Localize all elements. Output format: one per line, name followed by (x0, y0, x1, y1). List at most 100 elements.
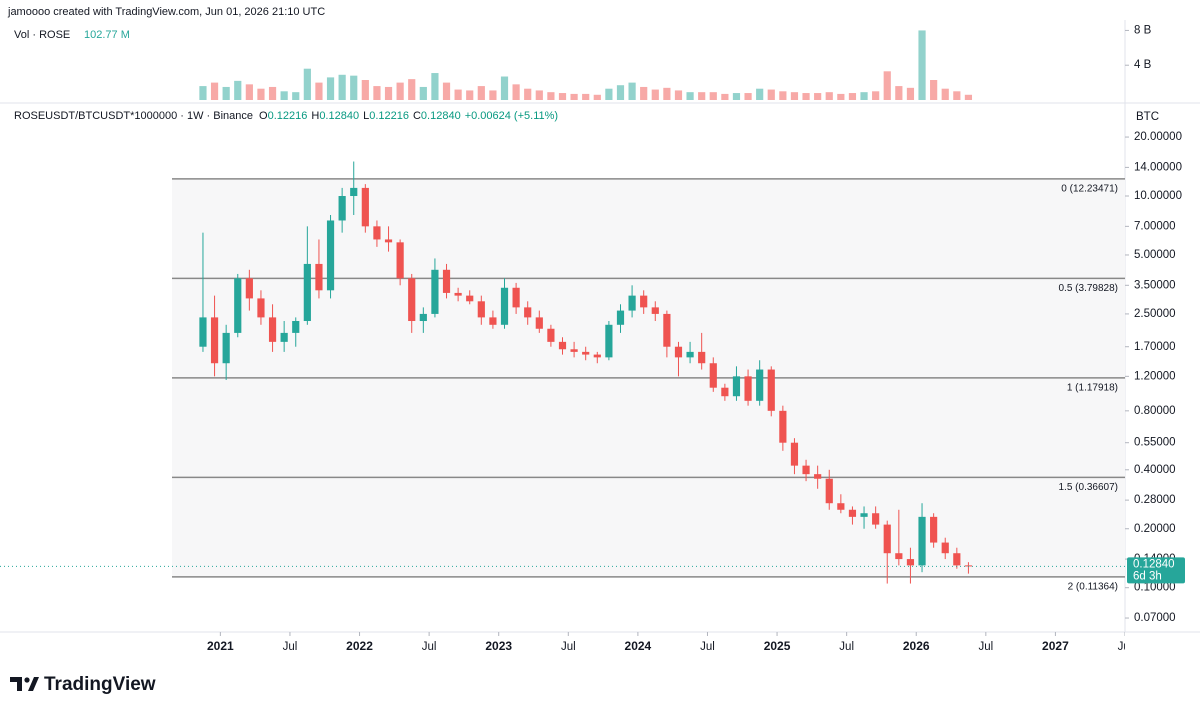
volume-bar (431, 73, 439, 100)
candle-body (872, 513, 880, 525)
fib-band (172, 178, 1125, 279)
y-tick-label: 0.20000 (1134, 523, 1176, 535)
volume-bar (709, 92, 717, 100)
candle-body (895, 553, 903, 560)
fib-label: 1 (1.17918) (1067, 382, 1118, 393)
y-tick-label: 0.40000 (1134, 464, 1176, 476)
candle-body (268, 317, 277, 342)
candle-body (558, 341, 567, 350)
candle-body (814, 474, 822, 479)
candle-body (779, 410, 787, 443)
volume-bar (883, 71, 891, 100)
x-tick-label: 2025 (764, 639, 791, 653)
fib-label: 0.5 (3.79828) (1059, 283, 1119, 294)
candle-body (605, 324, 613, 358)
volume-bar (790, 92, 799, 100)
volume-bar (512, 84, 520, 100)
candle-body (616, 310, 625, 325)
candle-body (686, 351, 694, 358)
candle-body (732, 376, 741, 397)
countdown: 6d 3h (1133, 570, 1162, 582)
volume-bar (384, 86, 393, 100)
volume-tick-label: 8 B (1134, 24, 1152, 36)
volume-bar (941, 88, 949, 100)
y-tick-label: 0.10000 (1134, 582, 1176, 594)
candle-body (512, 287, 520, 308)
volume-bar (558, 93, 567, 100)
volume-bar (547, 92, 555, 100)
y-tick-label: 20.00000 (1134, 131, 1182, 143)
volume-bar (848, 93, 857, 100)
fib-band (172, 278, 1125, 378)
volume-bar (814, 93, 822, 100)
volume-bar (605, 88, 613, 100)
legend-value: 0.12216 (268, 110, 308, 122)
x-tick-label: Jul (700, 641, 715, 653)
y-unit: BTC (1136, 111, 1159, 123)
candle-body (883, 524, 891, 554)
candle-body (257, 298, 265, 318)
candle-body (930, 516, 938, 543)
volume-bar (616, 85, 625, 100)
candle-body (292, 321, 300, 333)
legend-key: C (413, 110, 421, 122)
y-tick-label: 0.28000 (1134, 494, 1176, 506)
candle-body (570, 349, 578, 352)
volume-bar (779, 91, 787, 100)
candle-body (663, 313, 671, 347)
volume-bar (906, 87, 915, 100)
volume-last: 102.77 M (84, 29, 130, 41)
candle-body (906, 559, 915, 566)
volume-bar (628, 82, 636, 100)
volume-bar (651, 89, 659, 100)
candle-body (350, 187, 358, 197)
candle-body (848, 509, 857, 517)
volume-bar (408, 79, 416, 100)
fib-label: 0 (12.23471) (1061, 183, 1118, 194)
volume-bar (918, 30, 926, 100)
volume-bar (593, 94, 601, 100)
volume-bar (686, 92, 694, 100)
volume-bar (895, 86, 903, 100)
logo-icon (10, 677, 39, 691)
x-tick-label: 2021 (207, 639, 234, 653)
candle-body (280, 332, 288, 342)
x-tick-label: Jul (561, 641, 576, 653)
volume-bar (466, 90, 474, 100)
volume-bar (361, 80, 369, 100)
volume-bar (326, 77, 335, 100)
x-tick-label: Jul (839, 641, 854, 653)
logo-text: TradingView (44, 674, 156, 695)
candle-body (524, 307, 532, 318)
volume-bar (535, 90, 543, 100)
legend-value: 0.12840 (319, 110, 359, 122)
volume-bar (582, 93, 590, 100)
last-price-box (1127, 557, 1185, 584)
candle-body (431, 269, 439, 314)
fib-band (172, 377, 1125, 478)
legend: ROSEUSDT/BTCUSDT*1000000 · 1W · Binance O… (14, 110, 558, 122)
volume-bar (744, 93, 752, 100)
x-tick-label: Jul (978, 641, 993, 653)
volume-bar (419, 86, 427, 100)
volume-bar (802, 93, 810, 100)
candle-body (582, 351, 590, 355)
volume-bar (756, 88, 764, 100)
y-tick-label: 10.00000 (1134, 190, 1182, 202)
volume-bar (500, 76, 509, 100)
candle-body (408, 278, 416, 322)
volume-title: Vol · ROSE (14, 29, 70, 41)
legend-key: O (259, 110, 268, 122)
y-tick-label: 1.20000 (1134, 370, 1176, 382)
candle-body (222, 332, 230, 364)
volume-bar (257, 88, 265, 100)
y-tick-label: 2.50000 (1134, 308, 1176, 320)
candle-body (326, 220, 335, 291)
candle-body (698, 351, 706, 364)
volume-bar (292, 92, 300, 100)
candle-body (674, 346, 683, 358)
candle-body (964, 565, 973, 567)
candle-body (953, 553, 961, 566)
volume-bar (210, 82, 219, 100)
y-tick-label: 0.80000 (1134, 405, 1176, 417)
